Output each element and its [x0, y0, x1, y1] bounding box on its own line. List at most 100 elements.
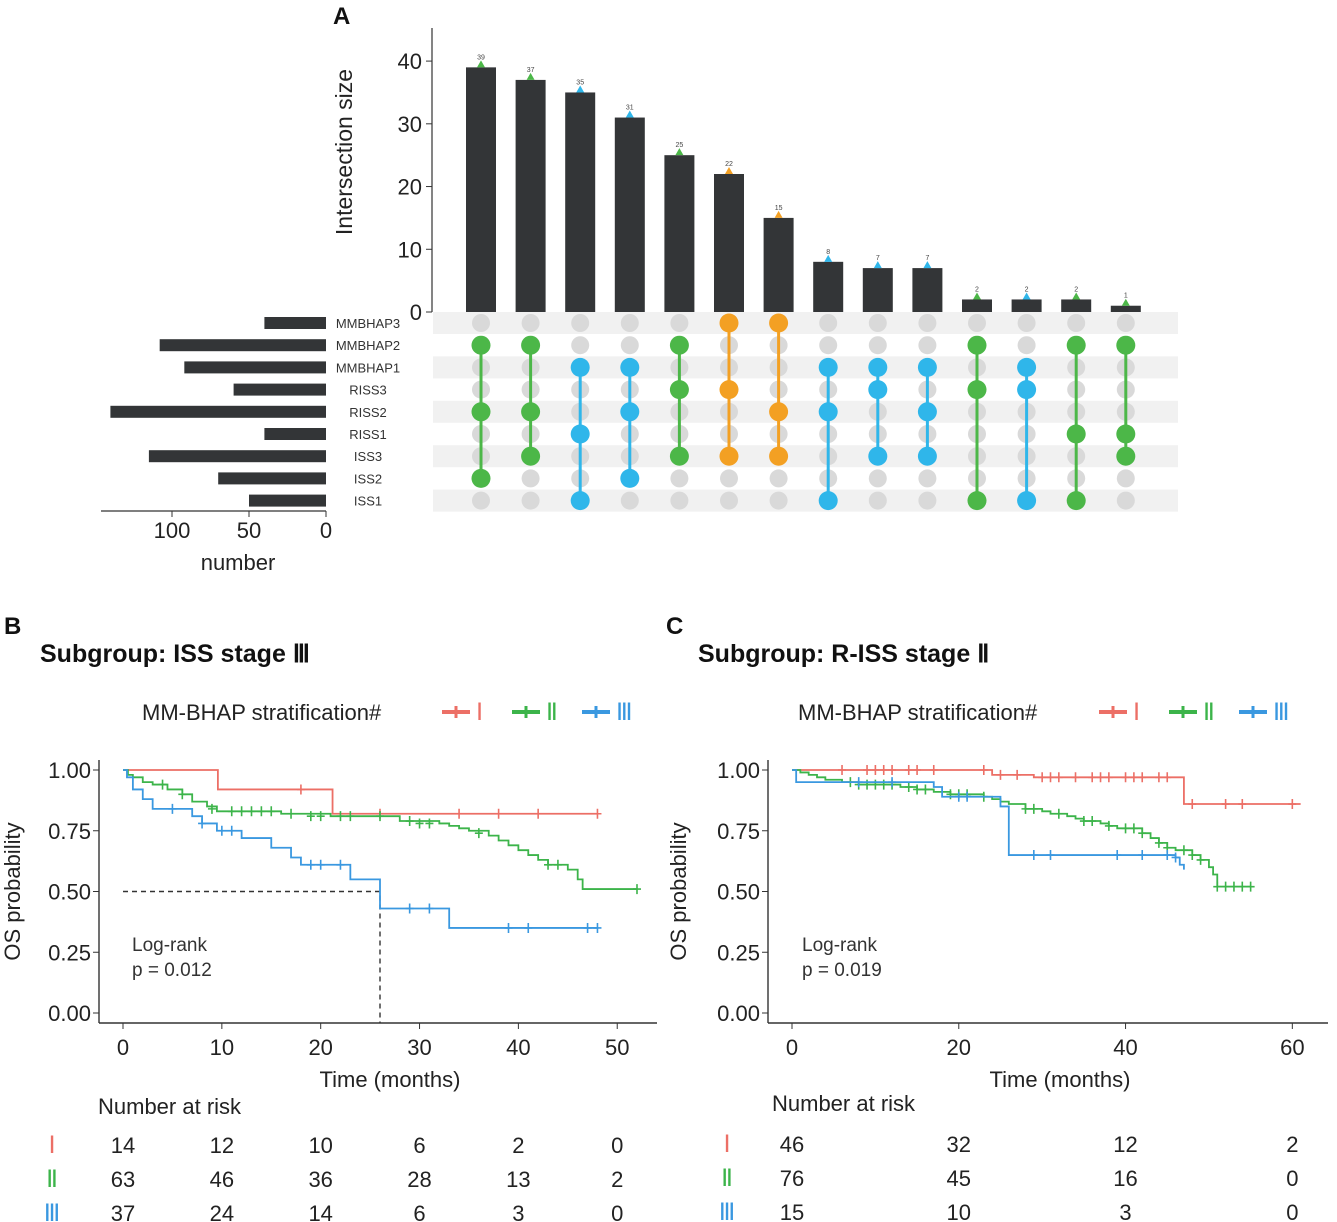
- censor-mark: [494, 808, 503, 819]
- matrix-dot-filled: [1116, 335, 1136, 355]
- survival-curve: [792, 769, 1301, 805]
- censor-mark: [227, 825, 236, 836]
- censor-mark: [1088, 772, 1097, 783]
- matrix-dot-empty: [868, 491, 887, 510]
- censor-mark: [913, 784, 922, 795]
- legend-title: MM-BHAP stratification#: [142, 700, 382, 725]
- matrix-dot-empty: [769, 469, 788, 488]
- censor-mark: [1129, 823, 1138, 834]
- censor-mark: [963, 791, 972, 802]
- censor-mark: [405, 816, 414, 827]
- censor-mark: [534, 808, 543, 819]
- matrix-dot-empty: [769, 491, 788, 510]
- set-size-bar: [184, 361, 326, 374]
- survival-curve: [123, 769, 598, 815]
- matrix-dot-empty: [472, 314, 490, 332]
- bar-value-label: 2: [1074, 286, 1078, 293]
- upset-y-axis-title: Intersection size: [331, 69, 357, 235]
- matrix-band-2: [433, 356, 1178, 379]
- logrank-pvalue: p = 0.012: [132, 960, 212, 981]
- matrix-dot-empty: [1017, 336, 1036, 355]
- matrix-dot-filled: [1066, 335, 1086, 355]
- censor-mark: [1054, 772, 1063, 783]
- matrix-dot-filled: [818, 491, 838, 511]
- censor-mark: [854, 777, 863, 788]
- set-label: RISS2: [349, 405, 387, 420]
- censor-mark: [306, 811, 315, 822]
- bar-value-label: 35: [576, 79, 584, 86]
- censor-mark: [168, 803, 177, 814]
- survival-curve: [792, 769, 1185, 870]
- matrix-dot-filled: [471, 335, 491, 355]
- km-y-tick-label: 0.50: [717, 880, 760, 905]
- bar-value-label: 15: [775, 205, 783, 212]
- matrix-band-6: [433, 445, 1178, 468]
- matrix-dot-filled: [967, 491, 987, 511]
- matrix-dot-empty: [868, 336, 887, 355]
- censor-mark: [863, 765, 872, 775]
- matrix-dot-filled: [769, 446, 789, 466]
- bar-value-label: 8: [826, 249, 830, 256]
- survival-curve: [792, 769, 1251, 888]
- risk-count: 24: [210, 1201, 234, 1222]
- legend-label: Ⅲ: [1273, 700, 1290, 726]
- set-size-bar: [264, 428, 326, 440]
- censor-mark: [1138, 828, 1147, 839]
- set-size-bar: [218, 472, 326, 485]
- matrix-dot-filled: [1116, 424, 1136, 444]
- bar-value-label: 22: [725, 161, 733, 168]
- intersection-bar: [862, 268, 893, 312]
- set-label: ISS3: [354, 449, 382, 464]
- risk-count: 15: [780, 1200, 804, 1222]
- km-y-tick-label: 0.75: [717, 819, 760, 844]
- km-y-axis-title: OS probability: [666, 822, 691, 960]
- km-y-axis-title: OS probability: [0, 822, 25, 960]
- censor-mark: [1221, 799, 1230, 810]
- matrix-dot-empty: [720, 469, 738, 488]
- intersection-bar: [1110, 305, 1141, 312]
- censor-mark: [544, 859, 553, 870]
- censor-mark: [287, 808, 296, 819]
- risk-count: 45: [947, 1166, 971, 1191]
- censor-mark: [247, 806, 256, 817]
- matrix-dot-filled: [1116, 446, 1136, 466]
- censor-mark: [838, 765, 847, 775]
- censor-mark: [1029, 850, 1038, 861]
- matrix-dot-filled: [818, 357, 838, 377]
- legend-label: Ⅱ: [1203, 700, 1215, 726]
- matrix-dot-empty: [1116, 491, 1135, 510]
- matrix-dot-empty: [918, 314, 937, 332]
- intersection-bar: [466, 67, 496, 312]
- risk-count: 14: [308, 1201, 332, 1222]
- risk-count: 2: [1286, 1132, 1298, 1157]
- set-size-tick-label: 100: [154, 518, 191, 543]
- matrix-dot-filled: [521, 402, 541, 422]
- censor-mark: [1021, 803, 1030, 814]
- censor-mark: [425, 818, 434, 829]
- set-size-bar: [233, 383, 326, 396]
- upset-y-tick-label: 20: [398, 175, 422, 200]
- km-y-tick-label: 1.00: [48, 758, 91, 783]
- km-y-tick-label: 0.00: [717, 1001, 760, 1026]
- censor-mark: [1046, 772, 1055, 783]
- censor-mark: [346, 811, 355, 822]
- matrix-dot-empty: [1017, 314, 1036, 332]
- censor-mark: [946, 789, 955, 800]
- risk-count: 2: [512, 1133, 524, 1158]
- legend-label: Ⅰ: [1133, 700, 1140, 726]
- censor-mark: [296, 784, 305, 795]
- intersection-bar: [565, 92, 596, 312]
- risk-count: 0: [611, 1201, 623, 1222]
- matrix-dot-filled: [521, 446, 541, 466]
- bar-marker: [774, 210, 783, 218]
- censor-mark: [1029, 803, 1038, 814]
- set-size-bar: [148, 450, 326, 463]
- risk-table-title: Number at risk: [98, 1094, 242, 1119]
- upset-y-tick-label: 40: [398, 49, 422, 74]
- panel-label-c: C: [666, 613, 683, 640]
- matrix-dot-empty: [720, 491, 738, 510]
- censor-mark: [1154, 837, 1163, 848]
- bar-marker: [576, 85, 585, 93]
- censor-mark: [217, 825, 226, 836]
- risk-count: 36: [308, 1167, 332, 1192]
